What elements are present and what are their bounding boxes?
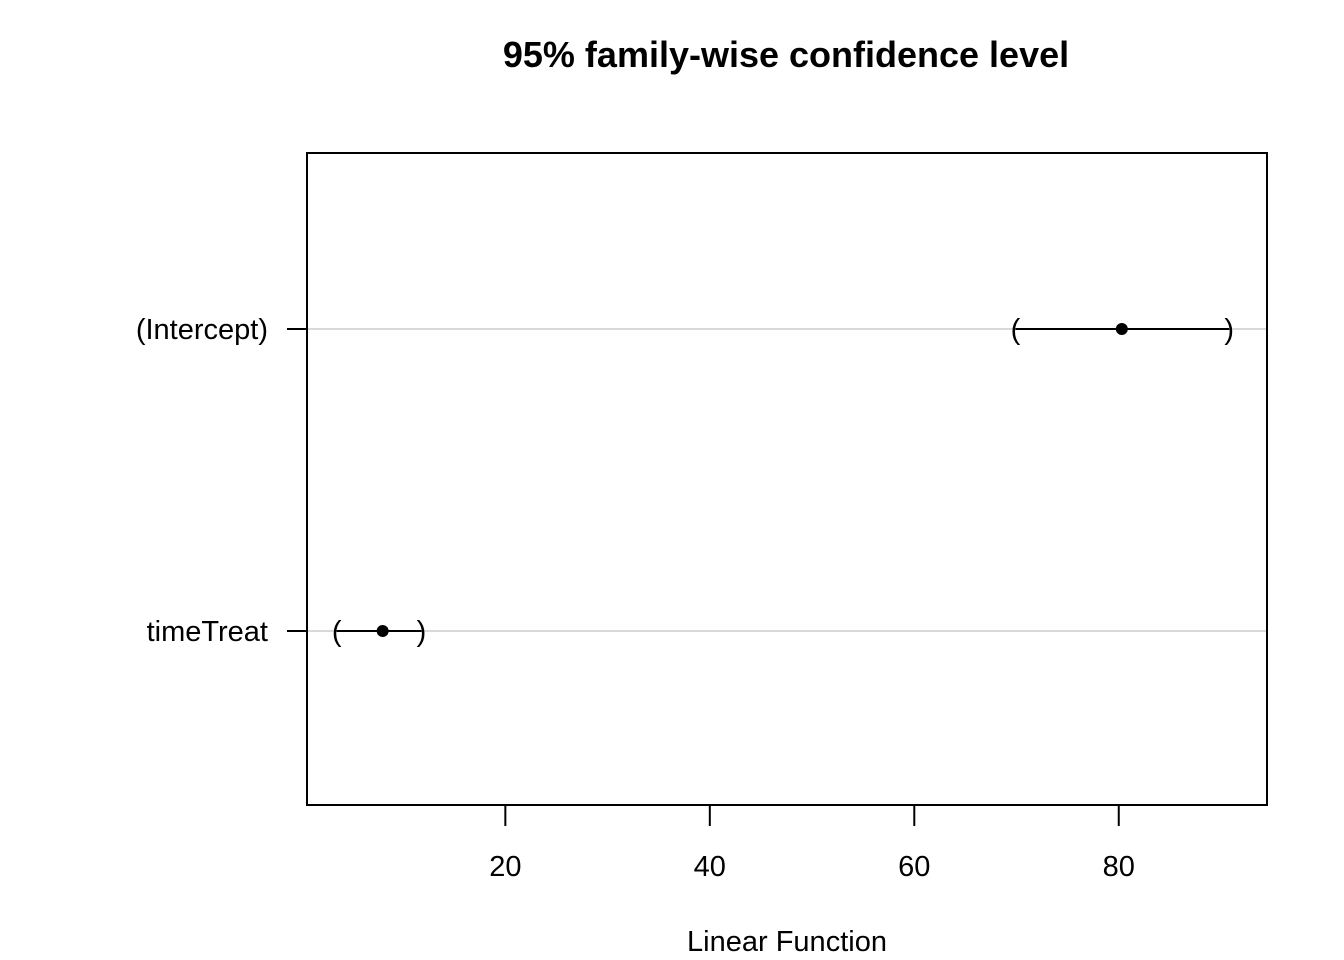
x-axis: 20 40 60 80: [489, 804, 1135, 883]
x-tick-label: 80: [1103, 851, 1135, 883]
y-tick-label: (Intercept): [136, 314, 268, 346]
plot-frame: [306, 152, 1268, 806]
chart-title: 95% family-wise confidence level: [503, 34, 1069, 75]
y-axis: (Intercept) timeTreat: [136, 314, 307, 648]
x-tick-label: 60: [898, 851, 930, 883]
x-axis-label: Linear Function: [687, 926, 887, 958]
upper-bound-marker: ): [417, 616, 427, 648]
point-estimate: [376, 625, 389, 637]
plot-area: () (): [307, 314, 1267, 648]
lower-bound-marker: (: [1011, 314, 1021, 346]
upper-bound-marker: ): [1224, 314, 1234, 346]
point-estimate: [1115, 323, 1128, 335]
lower-bound-marker: (: [332, 616, 342, 648]
x-tick-label: 40: [694, 851, 726, 883]
x-tick-label: 20: [489, 851, 521, 883]
y-tick-label: timeTreat: [147, 616, 268, 648]
